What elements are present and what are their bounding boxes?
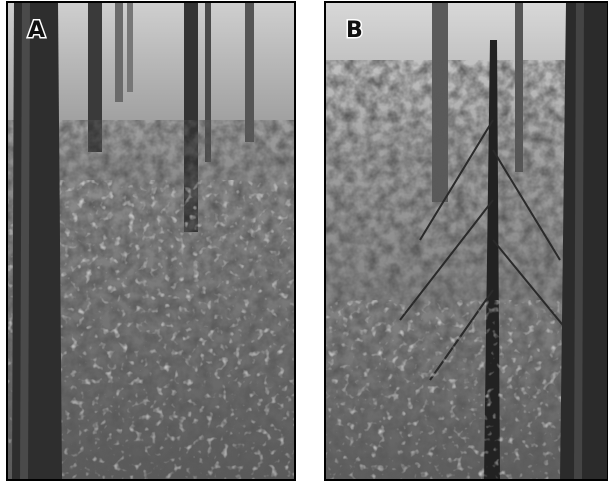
- panel-b-photo: [325, 2, 608, 480]
- panel-b-border: [324, 1, 608, 481]
- panel-a-border: [6, 1, 296, 481]
- panel-label: B: [346, 18, 363, 43]
- panel-a-photo: [7, 2, 295, 480]
- panel-label: A: [28, 18, 45, 43]
